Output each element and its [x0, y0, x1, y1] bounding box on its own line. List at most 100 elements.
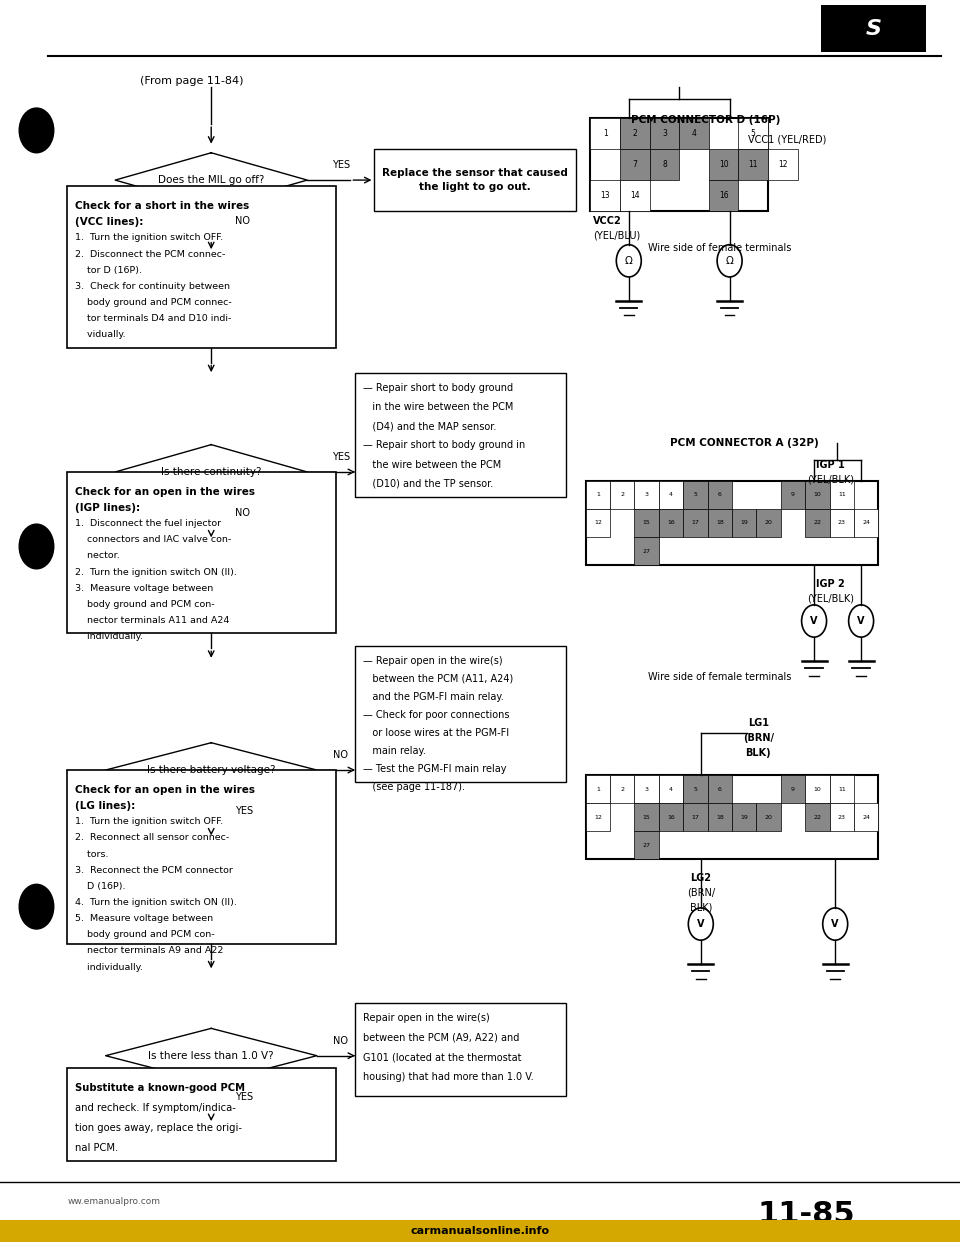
Text: tion goes away, replace the origi-: tion goes away, replace the origi- — [75, 1123, 242, 1133]
FancyBboxPatch shape — [586, 775, 878, 859]
Text: or loose wires at the PGM-FI: or loose wires at the PGM-FI — [363, 728, 509, 738]
Text: YES: YES — [332, 160, 349, 170]
FancyBboxPatch shape — [684, 481, 708, 509]
Text: the wire between the PCM: the wire between the PCM — [363, 460, 501, 469]
Text: tors.: tors. — [75, 850, 108, 858]
Text: (IGP lines):: (IGP lines): — [75, 503, 140, 513]
Text: Check for an open in the wires: Check for an open in the wires — [75, 785, 255, 795]
Text: 18: 18 — [716, 815, 724, 820]
Text: LG2: LG2 — [690, 873, 711, 883]
Text: Repair open in the wire(s): Repair open in the wire(s) — [363, 1013, 490, 1023]
Text: 7: 7 — [633, 160, 637, 169]
Text: 11: 11 — [838, 492, 846, 497]
Text: 14: 14 — [630, 191, 639, 200]
Text: 23: 23 — [838, 815, 846, 820]
Text: S: S — [866, 19, 881, 39]
Text: V: V — [810, 616, 818, 626]
Text: 3.  Reconnect the PCM connector: 3. Reconnect the PCM connector — [75, 866, 232, 874]
FancyBboxPatch shape — [355, 646, 566, 782]
Text: nector.: nector. — [75, 551, 120, 560]
Text: 4: 4 — [691, 129, 696, 138]
Text: Is there continuity?: Is there continuity? — [161, 467, 261, 477]
FancyBboxPatch shape — [590, 180, 620, 211]
FancyBboxPatch shape — [590, 118, 768, 211]
Text: NO: NO — [333, 1036, 348, 1046]
Text: NO: NO — [333, 750, 348, 760]
Text: (D10) and the TP sensor.: (D10) and the TP sensor. — [363, 478, 493, 489]
Text: 24: 24 — [862, 815, 870, 820]
Text: Substitute a known-good PCM: Substitute a known-good PCM — [75, 1083, 245, 1093]
Text: body ground and PCM connec-: body ground and PCM connec- — [75, 298, 231, 307]
Text: body ground and PCM con-: body ground and PCM con- — [75, 600, 214, 609]
Text: — Check for poor connections: — Check for poor connections — [363, 710, 510, 720]
Text: PCM CONNECTOR D (16P): PCM CONNECTOR D (16P) — [631, 116, 780, 125]
Text: 2.  Disconnect the PCM connec-: 2. Disconnect the PCM connec- — [75, 250, 226, 258]
Text: 10: 10 — [719, 160, 729, 169]
Polygon shape — [106, 743, 317, 797]
Text: Replace the sensor that caused
the light to go out.: Replace the sensor that caused the light… — [382, 169, 568, 191]
FancyBboxPatch shape — [829, 775, 854, 804]
FancyBboxPatch shape — [620, 118, 650, 149]
Text: 4: 4 — [669, 492, 673, 497]
Text: BLK): BLK) — [746, 748, 771, 758]
Text: in the wire between the PCM: in the wire between the PCM — [363, 401, 514, 412]
Text: NO: NO — [235, 216, 251, 226]
Text: 3.  Check for continuity between: 3. Check for continuity between — [75, 282, 229, 291]
Text: 27: 27 — [642, 843, 651, 848]
FancyBboxPatch shape — [650, 118, 680, 149]
FancyBboxPatch shape — [708, 180, 738, 211]
Text: 5: 5 — [751, 129, 756, 138]
Text: Does the MIL go off?: Does the MIL go off? — [158, 175, 264, 185]
Text: — Test the PGM-FI main relay: — Test the PGM-FI main relay — [363, 764, 506, 774]
Text: Check for a short in the wires: Check for a short in the wires — [75, 201, 250, 211]
FancyBboxPatch shape — [829, 481, 854, 509]
Text: 19: 19 — [740, 520, 748, 525]
Text: and recheck. If symptom/indica-: and recheck. If symptom/indica- — [75, 1103, 236, 1113]
FancyBboxPatch shape — [67, 770, 336, 944]
Text: NO: NO — [235, 508, 251, 518]
Text: body ground and PCM con-: body ground and PCM con- — [75, 930, 214, 939]
Text: individually.: individually. — [75, 632, 143, 641]
Text: Check for an open in the wires: Check for an open in the wires — [75, 487, 255, 497]
Text: Ω: Ω — [726, 256, 733, 266]
Text: LG1: LG1 — [748, 718, 769, 728]
FancyBboxPatch shape — [659, 509, 684, 537]
Text: 3: 3 — [644, 492, 649, 497]
FancyBboxPatch shape — [586, 481, 878, 565]
FancyBboxPatch shape — [708, 775, 732, 804]
Text: 22: 22 — [813, 815, 822, 820]
FancyBboxPatch shape — [610, 481, 635, 509]
Text: 5: 5 — [693, 492, 697, 497]
Text: 1.  Turn the ignition switch OFF.: 1. Turn the ignition switch OFF. — [75, 817, 223, 826]
Text: 6: 6 — [718, 786, 722, 791]
FancyBboxPatch shape — [708, 804, 732, 831]
Text: 17: 17 — [691, 520, 699, 525]
FancyBboxPatch shape — [586, 509, 610, 537]
FancyBboxPatch shape — [768, 149, 798, 180]
FancyBboxPatch shape — [732, 509, 756, 537]
Text: 12: 12 — [594, 520, 602, 525]
FancyBboxPatch shape — [610, 775, 635, 804]
Text: Ω: Ω — [625, 256, 633, 266]
Text: (YEL/BLK): (YEL/BLK) — [807, 594, 853, 604]
Text: 3: 3 — [662, 129, 667, 138]
Text: 1: 1 — [603, 129, 608, 138]
FancyBboxPatch shape — [805, 775, 829, 804]
Text: 20: 20 — [765, 520, 773, 525]
FancyBboxPatch shape — [854, 509, 878, 537]
Text: IGP 1: IGP 1 — [816, 460, 845, 469]
Circle shape — [19, 108, 54, 153]
Text: and the PGM-FI main relay.: and the PGM-FI main relay. — [363, 692, 504, 702]
Circle shape — [19, 884, 54, 929]
Text: 1: 1 — [596, 786, 600, 791]
Text: between the PCM (A9, A22) and: between the PCM (A9, A22) and — [363, 1033, 519, 1043]
Text: (VCC lines):: (VCC lines): — [75, 217, 143, 227]
Text: IGP 2: IGP 2 — [816, 579, 845, 589]
FancyBboxPatch shape — [756, 509, 780, 537]
Text: Wire side of female terminals: Wire side of female terminals — [648, 243, 792, 253]
FancyBboxPatch shape — [684, 804, 708, 831]
FancyBboxPatch shape — [374, 149, 576, 211]
Text: 19: 19 — [740, 815, 748, 820]
Text: 24: 24 — [862, 520, 870, 525]
Text: 5: 5 — [693, 786, 697, 791]
